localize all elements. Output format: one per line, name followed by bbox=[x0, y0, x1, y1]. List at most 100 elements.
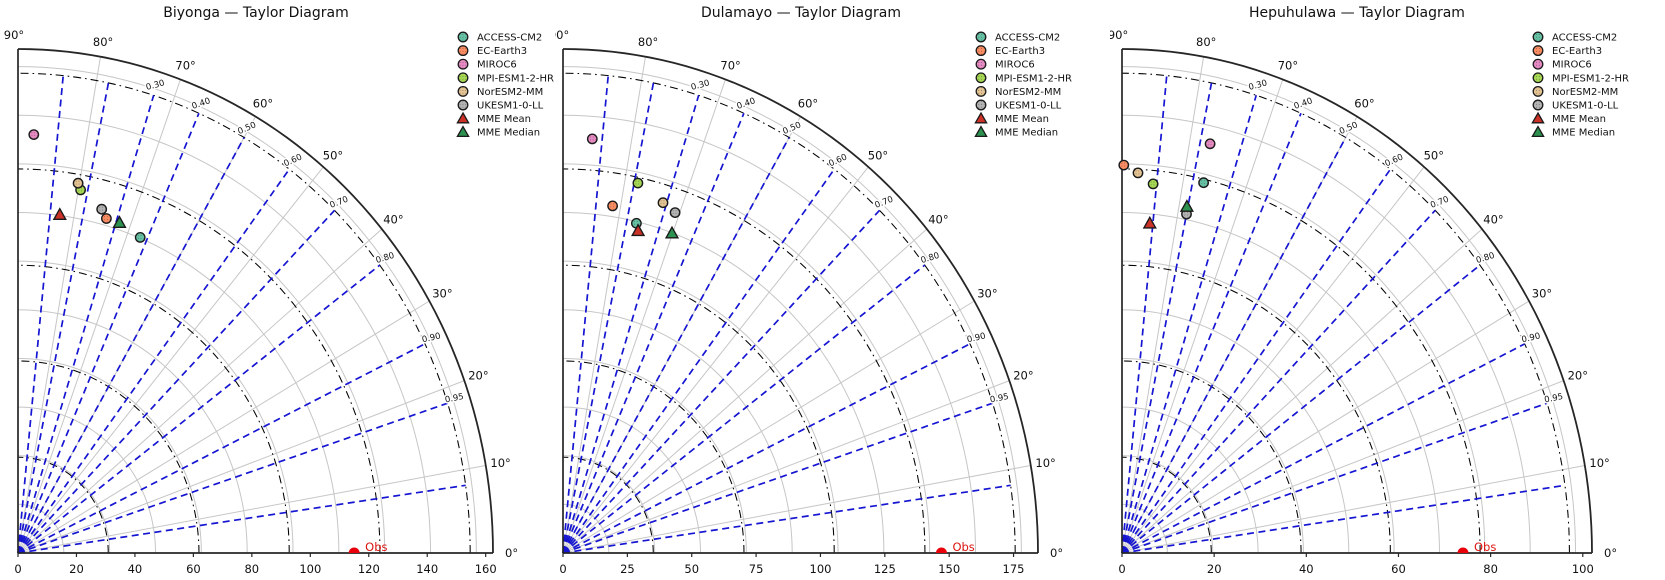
legend-marker-hatch bbox=[1534, 87, 1542, 96]
model-marker-hatch bbox=[1149, 179, 1158, 188]
correlation-tick-label: 0.40 bbox=[736, 96, 757, 112]
rms-dashdot-arcs bbox=[17, 72, 471, 554]
point-miroc6 bbox=[28, 129, 40, 141]
correlation-spoke bbox=[562, 264, 926, 554]
angle-tick-label: 20° bbox=[468, 369, 488, 383]
model-marker-hatch bbox=[659, 198, 667, 207]
angle-tick-label: 80° bbox=[93, 35, 113, 49]
correlation-spoke bbox=[1121, 402, 1548, 554]
legend-item-label: NorESM2-MM bbox=[995, 87, 1061, 98]
angle-tick-label: 50° bbox=[323, 148, 343, 162]
correlation-spoke bbox=[1121, 95, 1258, 554]
radial-tick-label: 80 bbox=[1483, 562, 1498, 576]
angle-tick-labels: 90° 80° 70° 60° 50° 40° 30° 20° 10° 0° bbox=[1110, 28, 1617, 560]
correlation-tick-label: 0.70 bbox=[1429, 195, 1450, 211]
correlation-tick-label: 0.80 bbox=[920, 251, 941, 266]
angle-gridline bbox=[1121, 228, 1483, 554]
legend-item-label: MME Median bbox=[477, 128, 540, 139]
correlation-tick-labels: 0.30 0.40 0.50 0.60 0.70 0.80 0.90 0.95 bbox=[1246, 77, 1566, 407]
legend-item-label: MIROC6 bbox=[1552, 60, 1592, 71]
stddev-grid-arc bbox=[562, 455, 656, 554]
legend-item-ukesm1-0-ll: UKESM1-0-LL bbox=[975, 99, 1062, 112]
correlation-spoke bbox=[562, 112, 745, 554]
legend-item-label: EC-Earth3 bbox=[1552, 46, 1602, 57]
correlation-tick-label: 0.30 bbox=[145, 78, 166, 93]
stddev-grid-arc bbox=[562, 260, 839, 554]
model-marker-hatch bbox=[136, 233, 145, 242]
angle-tick-label: 40° bbox=[383, 212, 403, 226]
correlation-tick-label: 0.40 bbox=[1293, 96, 1314, 112]
model-marker-triangle bbox=[1179, 199, 1194, 212]
angle-gridline bbox=[17, 79, 181, 554]
taylor-panel-dulamayo: 0 25 50 75 100 125 150 175 90° 80° 70° 60° 50° 40° 30°… bbox=[555, 0, 1110, 580]
point-ec-earth3 bbox=[1118, 159, 1130, 171]
legend-item-label: MPI-ESM1-2-HR bbox=[1552, 73, 1629, 84]
point-access-cm2 bbox=[1198, 177, 1209, 189]
correlation-tick-label: 0.95 bbox=[989, 392, 1009, 405]
stddev-grid-arc bbox=[1121, 357, 1304, 554]
radial-tick-label: 40 bbox=[128, 562, 143, 576]
correlation-spoke bbox=[562, 95, 700, 554]
correlation-spoke bbox=[17, 484, 466, 554]
obs-label: Obs bbox=[952, 540, 974, 554]
correlation-spoke bbox=[17, 95, 155, 554]
panel-title: Biyonga — Taylor Diagram bbox=[163, 5, 348, 21]
angle-tick-label: 40° bbox=[1483, 212, 1503, 226]
legend-item-label: EC-Earth3 bbox=[995, 46, 1045, 57]
radial-tick-label: 125 bbox=[874, 562, 896, 576]
legend-item-access-cm2: ACCESS-CM2 bbox=[975, 31, 1060, 44]
model-marker-hatch bbox=[1199, 178, 1208, 187]
point-mpi-esm1-2-hr bbox=[1147, 178, 1159, 190]
legend-item-ukesm1-0-ll: UKESM1-0-LL bbox=[457, 99, 544, 112]
legend-item-label: MME Mean bbox=[477, 114, 531, 125]
obs-label: Obs bbox=[365, 540, 387, 554]
radial-tick-label: 80 bbox=[244, 562, 259, 576]
legend-marker-triangle bbox=[974, 125, 988, 138]
correlation-tick-label: 0.90 bbox=[421, 331, 442, 345]
radial-tick-label: 20 bbox=[1207, 562, 1222, 576]
stddev-grid-arc bbox=[1121, 455, 1214, 554]
legend-item-miroc6: MIROC6 bbox=[457, 58, 517, 71]
angle-tick-label: 50° bbox=[1424, 148, 1444, 162]
point-mme-median bbox=[112, 215, 127, 228]
correlation-tick-label: 0.80 bbox=[1475, 251, 1496, 266]
legend-marker-hatch bbox=[977, 101, 985, 109]
correlation-spoke bbox=[562, 209, 881, 554]
radial-tick-label: 0 bbox=[14, 562, 21, 576]
correlation-spokes bbox=[17, 75, 466, 554]
correlation-tick-label: 0.50 bbox=[1338, 120, 1359, 137]
radial-tick-label: 150 bbox=[938, 562, 960, 576]
angle-gridline bbox=[562, 380, 1010, 554]
correlation-spokes bbox=[1121, 75, 1566, 554]
legend-item-label: NorESM2-MM bbox=[1552, 87, 1618, 98]
correlation-tick-label: 0.70 bbox=[329, 195, 350, 211]
point-noresm2-mm bbox=[657, 197, 669, 209]
radial-tick-label: 75 bbox=[749, 562, 764, 576]
angle-gridline bbox=[17, 166, 324, 554]
legend-item-mme-median: MME Median bbox=[1531, 125, 1615, 139]
stddev-grid-arc bbox=[562, 66, 1022, 554]
correlation-tick-label: 0.60 bbox=[282, 152, 303, 169]
stddev-grid-arc bbox=[17, 357, 202, 554]
origin-wedge bbox=[563, 546, 570, 553]
legend-item-label: MME Median bbox=[1552, 128, 1615, 139]
point-ukesm1-0-ll bbox=[669, 207, 681, 219]
correlation-spoke bbox=[17, 137, 245, 554]
correlation-tick-label: 0.30 bbox=[690, 78, 711, 93]
angle-gridline bbox=[17, 380, 465, 554]
legend-marker-hatch bbox=[977, 87, 985, 96]
legend-item-access-cm2: ACCESS-CM2 bbox=[457, 31, 542, 44]
legend-item-label: MME Mean bbox=[1552, 114, 1606, 125]
model-points bbox=[1118, 138, 1216, 229]
obs-label: Obs bbox=[1474, 540, 1496, 554]
legend-marker-hatch bbox=[1534, 101, 1542, 109]
angle-gridline bbox=[562, 56, 646, 554]
obs-reference: Obs bbox=[1457, 540, 1496, 554]
angle-gridline bbox=[1121, 300, 1530, 554]
angle-gridline bbox=[17, 56, 101, 554]
stddev-grid-arc bbox=[17, 455, 111, 554]
angle-gridline bbox=[1121, 166, 1425, 554]
rms-dashdot-arc bbox=[1121, 72, 1570, 554]
angle-gridline bbox=[17, 464, 486, 554]
